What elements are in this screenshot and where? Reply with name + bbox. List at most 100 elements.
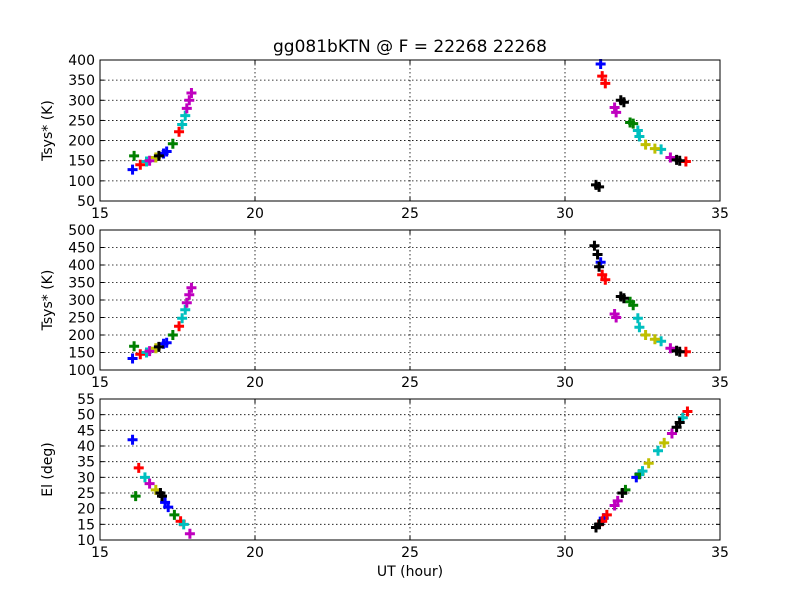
data-point-marker [612, 495, 623, 506]
data-point-marker [174, 126, 185, 137]
data-point-marker [184, 289, 195, 300]
data-point-marker [135, 159, 146, 170]
data-point-marker [601, 509, 612, 520]
x-tick-label: 25 [401, 206, 419, 222]
series-3 [135, 269, 691, 360]
y-tick-label: 250 [68, 113, 95, 129]
data-point-marker [597, 71, 608, 82]
y-tick-label: 350 [68, 276, 95, 292]
data-point-marker [161, 146, 172, 157]
data-point-marker [178, 519, 189, 530]
data-point-marker [674, 155, 685, 166]
data-point-marker [167, 138, 178, 149]
y-tick-label: 200 [68, 134, 95, 150]
y-tick-label: 100 [68, 174, 95, 190]
y-tick-label: 200 [68, 328, 95, 344]
series-1 [127, 257, 606, 364]
data-point-marker [594, 261, 605, 272]
data-point-marker [144, 155, 155, 166]
x-tick-label: 35 [711, 375, 729, 391]
data-point-marker [628, 118, 639, 129]
data-point-marker [594, 519, 605, 530]
data-point-marker [180, 110, 191, 121]
data-point-marker [618, 97, 629, 108]
data-point-marker [643, 458, 654, 469]
y-tick-label: 25 [77, 486, 95, 502]
series-2 [129, 296, 639, 352]
data-point-marker [180, 304, 191, 315]
data-point-marker [632, 313, 643, 324]
data-point-marker [592, 249, 603, 260]
data-point-marker [674, 346, 685, 357]
y-tick-label: 150 [68, 346, 95, 362]
data-point-marker [129, 341, 140, 352]
data-point-marker [634, 131, 645, 142]
data-point-marker [135, 349, 146, 360]
data-point-marker [665, 152, 676, 163]
x-tick-label: 20 [246, 206, 264, 222]
chart-title: gg081bKTN @ F = 22268 22268 [273, 37, 547, 57]
y-tick-label: 10 [77, 533, 95, 549]
y-tick-label: 50 [77, 194, 95, 210]
y-tick-label: 400 [68, 53, 95, 69]
series-7 [153, 95, 685, 192]
x-tick-label: 15 [91, 375, 109, 391]
x-tick-label: 30 [556, 206, 574, 222]
data-point-marker [144, 478, 155, 489]
data-point-marker [181, 103, 192, 114]
x-tick-label: 20 [246, 375, 264, 391]
data-point-marker [600, 274, 611, 285]
y-tick-label: 40 [77, 439, 95, 455]
data-point-marker [127, 434, 138, 445]
data-point-marker [133, 462, 144, 473]
data-point-marker [595, 59, 606, 70]
y-axis-label: Tsys* (K) [40, 100, 56, 162]
y-tick-label: 50 [77, 408, 95, 424]
series-5 [144, 88, 676, 166]
data-point-marker [184, 528, 195, 539]
series-2 [129, 117, 639, 161]
x-tick-label: 35 [711, 545, 729, 561]
y-tick-label: 35 [77, 455, 95, 471]
data-point-marker [153, 341, 164, 352]
y-axis-label: Tsys* (K) [40, 270, 56, 332]
data-point-marker [617, 488, 628, 498]
x-tick-label: 15 [91, 206, 109, 222]
series-7 [153, 240, 685, 357]
data-point-marker [186, 282, 197, 293]
data-point-marker [609, 102, 620, 113]
data-point-marker [659, 437, 670, 448]
data-point-marker [186, 88, 197, 99]
data-point-marker [634, 322, 645, 333]
tsys-panel-1: 15 20 25 30 35 50 100 150 200 250 300 350 400 Tsys* (… [40, 53, 729, 222]
data-point-marker [163, 502, 174, 513]
y-axis-label: El (deg) [40, 442, 56, 497]
y-tick-label: 300 [68, 293, 95, 309]
data-point-marker [666, 428, 677, 439]
data-point-marker [665, 343, 676, 354]
series-7 [155, 417, 685, 533]
x-tick-label: 35 [711, 206, 729, 222]
data-point-marker [653, 445, 663, 456]
data-point-marker [177, 119, 188, 130]
data-point-marker [611, 312, 622, 323]
data-point-marker [127, 353, 138, 364]
data-point-marker [618, 293, 629, 304]
data-point-marker [153, 150, 164, 161]
x-tick-label: 30 [556, 545, 574, 561]
data-point-marker [181, 297, 192, 308]
series-5 [144, 428, 677, 539]
y-tick-label: 100 [68, 363, 95, 379]
y-tick-label: 450 [68, 241, 95, 257]
y-tick-label: 30 [77, 470, 95, 486]
data-point-marker [682, 406, 693, 417]
data-point-marker [674, 417, 685, 428]
data-point-marker [161, 337, 172, 348]
y-tick-label: 400 [68, 258, 95, 274]
data-point-marker [594, 181, 605, 192]
y-tick-label: 150 [68, 154, 95, 170]
data-point-marker [127, 164, 138, 175]
data-point-marker [649, 334, 660, 345]
